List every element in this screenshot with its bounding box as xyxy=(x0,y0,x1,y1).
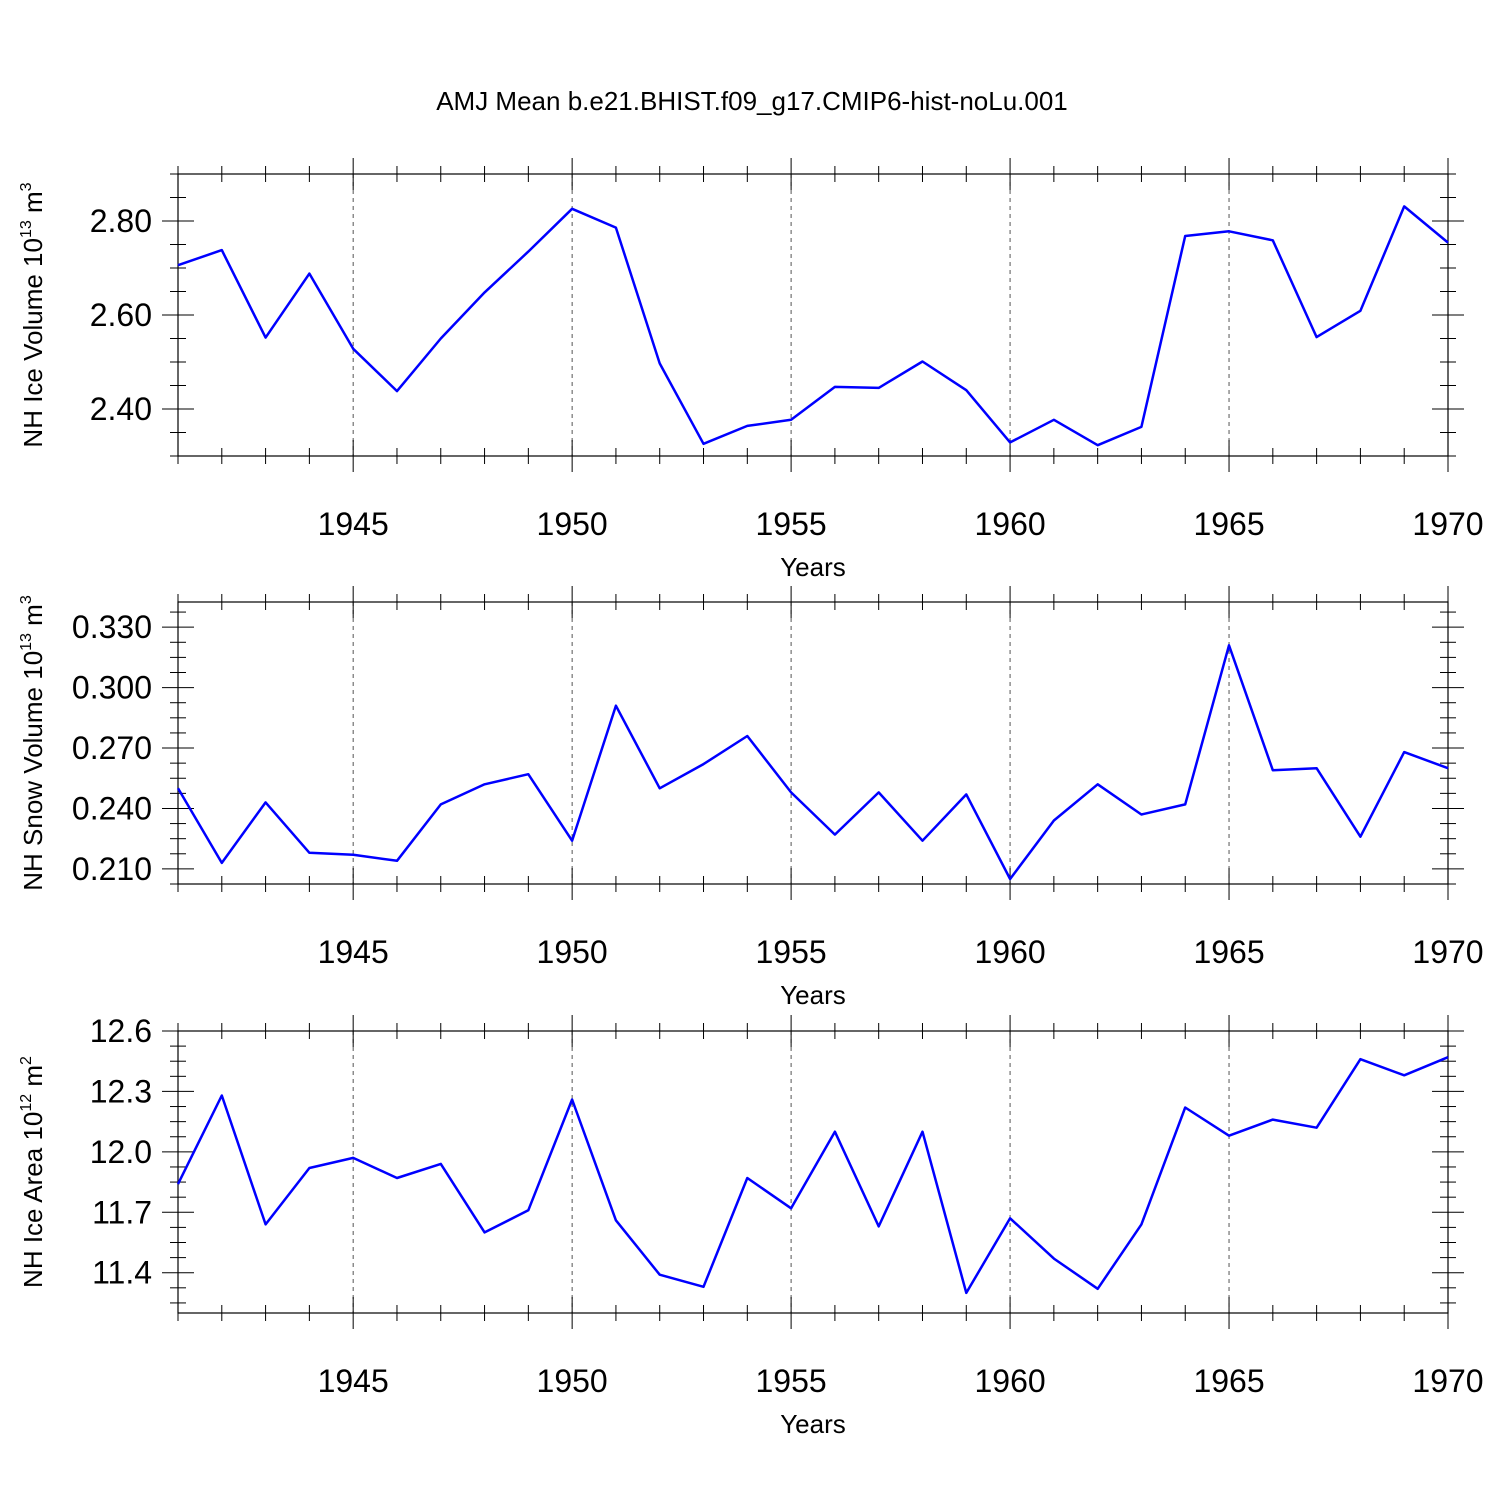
x-tick-label: 1970 xyxy=(1412,934,1483,970)
y-tick-label: 12.3 xyxy=(90,1073,152,1109)
x-tick-label: 1950 xyxy=(537,506,608,542)
x-tick-label: 1955 xyxy=(756,1363,827,1399)
x-tick-label: 1960 xyxy=(974,506,1045,542)
chart-title: AMJ Mean b.e21.BHIST.f09_g17.CMIP6-hist-… xyxy=(436,86,1068,116)
y-tick-label: 12.6 xyxy=(90,1013,152,1049)
panel-snow-volume-y-tick-labels: 0.210 0.240 0.270 0.300 0.330 xyxy=(72,609,152,887)
y-tick-label: 0.270 xyxy=(72,730,152,766)
x-tick-label: 1965 xyxy=(1193,506,1264,542)
y-tick-label: 2.80 xyxy=(90,203,152,239)
y-tick-label: 0.240 xyxy=(72,790,152,826)
y-tick-label: 0.300 xyxy=(72,670,152,706)
x-axis-title: Years xyxy=(780,1409,846,1439)
panel-ice-volume: 2.40 2.60 2.80 1945 1950 1955 1960 1965 … xyxy=(18,158,1484,582)
ice-volume-series-line xyxy=(177,205,1449,447)
y-tick-label: 2.60 xyxy=(90,297,152,333)
panel-snow-volume-x-tick-labels: 1945 1950 1955 1960 1965 1970 xyxy=(318,934,1484,970)
y-tick-label: 11.7 xyxy=(92,1194,152,1230)
x-tick-label: 1955 xyxy=(756,506,827,542)
panel-ice-volume-y-tick-labels: 2.40 2.60 2.80 xyxy=(90,203,152,427)
x-axis-title: Years xyxy=(780,980,846,1010)
panel-ice-volume-x-tick-labels: 1945 1950 1955 1960 1965 1970 xyxy=(318,506,1484,542)
panel-ice-area: 11.4 11.7 12.0 12.3 12.6 1945 1950 1955 … xyxy=(18,1013,1484,1439)
panel-ice-volume-frame xyxy=(177,173,1449,457)
panel-ice-area-y-tick-labels: 11.4 11.7 12.0 12.3 12.6 xyxy=(90,1013,152,1291)
panel-snow-volume-ticks xyxy=(162,586,1464,900)
panel-ice-area-frame xyxy=(177,1030,1449,1314)
y-tick-label: 12.0 xyxy=(90,1134,152,1170)
x-tick-label: 1950 xyxy=(537,1363,608,1399)
panel-snow-volume: 0.210 0.240 0.270 0.300 0.330 1945 1950 … xyxy=(18,586,1484,1010)
snow-volume-series-line xyxy=(176,644,1449,881)
y-axis-title: NH Ice Area 1012 m2 xyxy=(18,1056,48,1288)
y-axis-title: NH Ice Volume 1013 m3 xyxy=(18,182,48,447)
panel-ice-area-grid xyxy=(352,1031,1230,1313)
y-tick-label: 11.4 xyxy=(92,1255,152,1291)
x-axis-title: Years xyxy=(780,552,846,582)
y-tick-label: 0.330 xyxy=(72,609,152,645)
x-tick-label: 1965 xyxy=(1193,1363,1264,1399)
panel-ice-volume-ticks xyxy=(162,158,1464,472)
y-axis-title: NH Snow Volume 1013 m3 xyxy=(18,595,48,891)
y-tick-label: 0.210 xyxy=(72,851,152,887)
panel-ice-volume-grid xyxy=(352,174,1230,456)
x-tick-label: 1965 xyxy=(1193,934,1264,970)
x-tick-label: 1960 xyxy=(974,934,1045,970)
x-tick-label: 1970 xyxy=(1412,1363,1483,1399)
x-tick-label: 1945 xyxy=(318,506,389,542)
panel-snow-volume-grid xyxy=(352,602,1230,884)
y-tick-label: 2.40 xyxy=(90,391,152,427)
x-tick-label: 1955 xyxy=(756,934,827,970)
x-tick-label: 1960 xyxy=(974,1363,1045,1399)
x-tick-label: 1945 xyxy=(318,1363,389,1399)
ice-area-series-line xyxy=(176,1056,1449,1295)
panel-ice-area-x-tick-labels: 1945 1950 1955 1960 1965 1970 xyxy=(318,1363,1484,1399)
panel-snow-volume-frame xyxy=(177,601,1449,885)
x-tick-label: 1970 xyxy=(1412,506,1483,542)
x-tick-label: 1945 xyxy=(318,934,389,970)
x-tick-label: 1950 xyxy=(537,934,608,970)
